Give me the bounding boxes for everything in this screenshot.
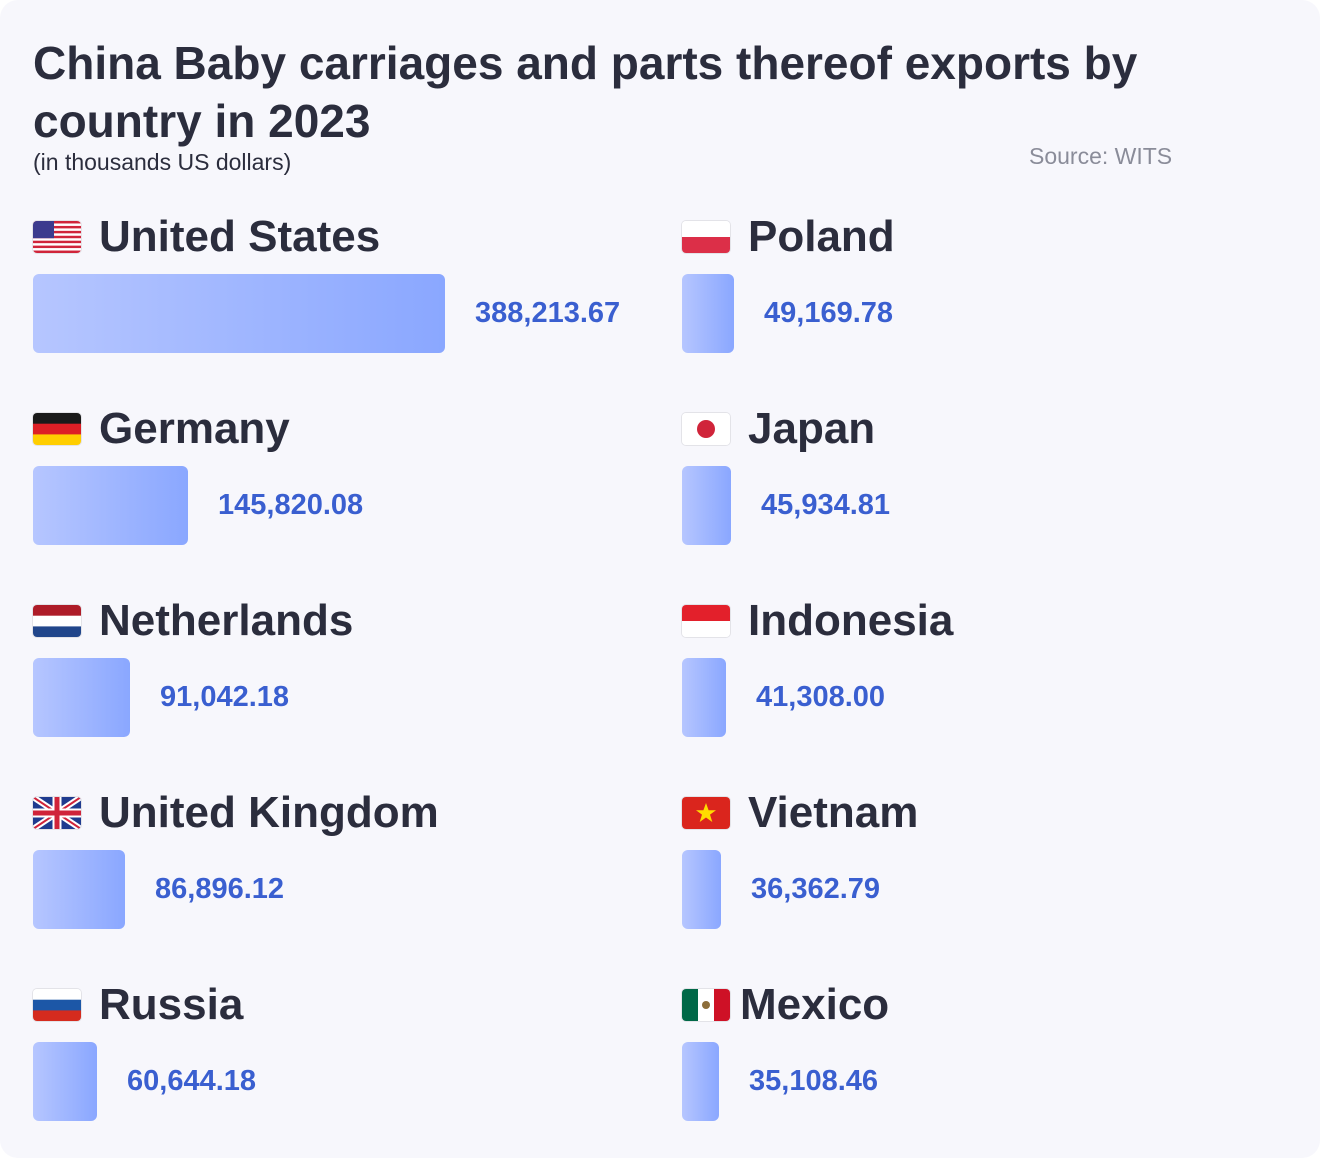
indonesia-flag-icon (682, 605, 730, 637)
value-label-netherlands: 91,042.18 (160, 681, 290, 713)
vietnam-flag-icon (682, 797, 730, 829)
bar-entry-poland: Poland 49,169.78 (682, 207, 1302, 372)
value-label-vietnam: 36,362.79 (751, 873, 881, 905)
bar-entry-header: United States (33, 207, 380, 267)
category-label-japan: Japan (748, 404, 876, 453)
bar-entry-indonesia: Indonesia 41,308.00 (682, 591, 1302, 756)
bar-poland (682, 274, 734, 353)
value-label-russia: 60,644.18 (127, 1065, 257, 1097)
bar-entry-russia: Russia 60,644.18 (33, 975, 653, 1140)
bar-united-kingdom (33, 850, 125, 929)
category-label-united-kingdom: United Kingdom (99, 788, 439, 837)
bar-united-states (33, 274, 445, 353)
bar-entry-header: Vietnam (682, 783, 918, 843)
bar-germany (33, 466, 188, 545)
bar-entry-germany: Germany 145,820.08 (33, 399, 653, 564)
bar-entry-vietnam: Vietnam 36,362.79 (682, 783, 1302, 948)
category-label-netherlands: Netherlands (99, 596, 354, 645)
bar-entry-mexico: Mexico 35,108.46 (682, 975, 1302, 1140)
value-label-united-kingdom: 86,896.12 (155, 873, 285, 905)
bar-vietnam (682, 850, 721, 929)
bar-japan (682, 466, 731, 545)
value-label-poland: 49,169.78 (764, 297, 894, 329)
bar-entry-united-states: United States 388,213.67 (33, 207, 653, 372)
category-label-indonesia: Indonesia (748, 596, 954, 645)
bar-entry-header: Mexico (682, 975, 889, 1035)
bar-entry-japan: Japan 45,934.81 (682, 399, 1302, 564)
mexico-flag-icon (682, 989, 730, 1021)
category-label-poland: Poland (748, 212, 895, 261)
category-label-mexico: Mexico (740, 980, 890, 1029)
value-label-japan: 45,934.81 (761, 489, 891, 521)
uk-flag-icon (33, 797, 81, 829)
germany-flag-icon (33, 413, 81, 445)
bar-entry-header: Netherlands (33, 591, 353, 651)
bar-indonesia (682, 658, 726, 737)
bar-russia (33, 1042, 97, 1121)
chart-subtitle: (in thousands US dollars) (33, 149, 292, 175)
poland-flag-icon (682, 221, 730, 253)
netherlands-flag-icon (33, 605, 81, 637)
bar-netherlands (33, 658, 130, 737)
us-flag-icon (33, 221, 81, 253)
category-label-united-states: United States (99, 212, 381, 261)
bar-entry-united-kingdom: United Kingdom 86,896.12 (33, 783, 653, 948)
category-label-germany: Germany (99, 404, 290, 453)
bar-entry-header: United Kingdom (33, 783, 439, 843)
chart-source: Source: WITS (1029, 143, 1173, 169)
chart-title: China Baby carriages and parts thereof e… (33, 37, 1138, 147)
bar-entry-header: Poland (682, 207, 895, 267)
bar-entry-netherlands: Netherlands 91,042.18 (33, 591, 653, 756)
value-label-indonesia: 41,308.00 (756, 681, 886, 713)
bar-entry-header: Russia (33, 975, 243, 1035)
bar-entry-header: Indonesia (682, 591, 953, 651)
value-label-mexico: 35,108.46 (749, 1065, 879, 1097)
bar-mexico (682, 1042, 719, 1121)
value-label-germany: 145,820.08 (218, 489, 364, 521)
category-label-vietnam: Vietnam (748, 788, 919, 837)
category-label-russia: Russia (99, 980, 244, 1029)
bar-entry-header: Germany (33, 399, 290, 459)
bar-entry-header: Japan (682, 399, 875, 459)
japan-flag-icon (682, 413, 730, 445)
russia-flag-icon (33, 989, 81, 1021)
value-label-united-states: 388,213.67 (475, 297, 621, 329)
